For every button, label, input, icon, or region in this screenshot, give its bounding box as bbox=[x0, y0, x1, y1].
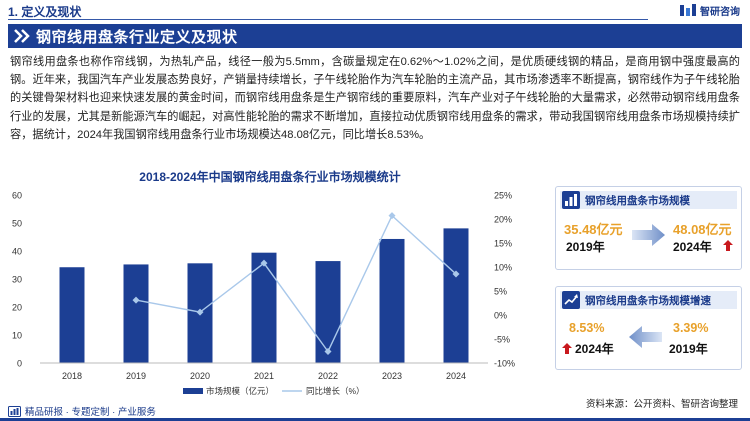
size-2019-value: 35.48亿元 bbox=[564, 222, 623, 237]
banner-title: 钢帘线用盘条行业定义及现状 bbox=[36, 28, 238, 46]
footer-tagline: 精品研报 · 专题定制 · 产业服务 bbox=[8, 404, 156, 418]
chart-legend: 市场规模（亿元） 同比增长（%） bbox=[183, 386, 365, 396]
right-tick-label: -10% bbox=[494, 359, 515, 369]
growth-line bbox=[135, 214, 457, 353]
growth-rate-card: 钢帘线用盘条市场规模增速 8.53% 2024年 3.39% 2019年 bbox=[555, 286, 742, 370]
bar-2022 bbox=[315, 261, 341, 363]
left-tick-label: 50 bbox=[12, 219, 22, 229]
card-title: 钢帘线用盘条市场规模增速 bbox=[585, 294, 711, 307]
x-tick-label: 2023 bbox=[382, 371, 402, 381]
up-arrow-icon bbox=[723, 240, 733, 251]
card-title: 钢帘线用盘条市场规模 bbox=[585, 194, 690, 207]
x-tick-label: 2018 bbox=[62, 371, 82, 381]
x-axis-labels: 2018 2019 2020 2021 2022 2023 2024 bbox=[62, 371, 466, 381]
market-size-chart: 0 10 20 30 40 50 60 -10% -5% 0% 5% 10% 15% 20% 25% 20… bbox=[12, 191, 515, 397]
left-tick-label: 10 bbox=[12, 331, 22, 341]
market-size-card: 钢帘线用盘条市场规模 35.48亿元 2019年 48.08亿元 2024年 bbox=[555, 186, 742, 270]
up-arrow-icon bbox=[562, 343, 572, 354]
growth-point-2021 bbox=[260, 259, 268, 267]
size-2024-value: 48.08亿元 bbox=[673, 222, 732, 237]
right-tick-label: 0% bbox=[494, 311, 507, 321]
footer-tagline-text: 精品研报 · 专题定制 · 产业服务 bbox=[25, 407, 156, 418]
bar-2019 bbox=[123, 264, 149, 363]
x-tick-label: 2024 bbox=[446, 371, 466, 381]
growth-2019-value: 3.39% bbox=[673, 321, 709, 335]
right-arrow-icon bbox=[632, 224, 665, 246]
right-tick-label: 25% bbox=[494, 191, 512, 201]
brand-logo-icon bbox=[680, 4, 696, 16]
bar-2023 bbox=[379, 238, 405, 363]
growth-2019-year: 2019年 bbox=[669, 342, 708, 356]
legend-bar-label: 市场规模（亿元） bbox=[206, 386, 274, 396]
left-tick-label: 30 bbox=[12, 275, 22, 285]
brand: 智研咨询 bbox=[680, 3, 740, 18]
right-tick-label: 20% bbox=[494, 215, 512, 225]
report-icon bbox=[8, 405, 21, 417]
x-tick-label: 2022 bbox=[318, 371, 338, 381]
growth-point-2022 bbox=[324, 347, 332, 355]
chart-title: 2018-2024年中国钢帘线用盘条行业市场规模统计 bbox=[139, 170, 401, 184]
left-arrow-icon bbox=[629, 326, 662, 348]
right-tick-label: 5% bbox=[494, 287, 507, 297]
data-source: 资料来源：公开资料、智研咨询整理 bbox=[585, 399, 738, 410]
size-2019-year: 2019年 bbox=[566, 240, 605, 254]
left-axis-ticks: 0 10 20 30 40 50 60 bbox=[12, 191, 22, 369]
left-tick-label: 60 bbox=[12, 191, 22, 201]
title-banner: 钢帘线用盘条行业定义及现状 bbox=[8, 24, 742, 48]
left-tick-label: 40 bbox=[12, 247, 22, 257]
section-divider bbox=[8, 19, 648, 20]
bar-2018 bbox=[59, 267, 85, 363]
growth-line-series bbox=[132, 212, 460, 355]
x-tick-label: 2021 bbox=[254, 371, 274, 381]
brand-name: 智研咨询 bbox=[700, 7, 740, 18]
size-2024-year: 2024年 bbox=[673, 240, 712, 254]
growth-point-2023 bbox=[388, 212, 396, 220]
double-chevron-icon bbox=[14, 29, 30, 43]
section-title: 1. 定义及现状 bbox=[8, 5, 82, 19]
intro-paragraph: 钢帘线用盘条也称作帘线钢，为热轧产品，线径一般为5.5mm，含碳量规定在0.62… bbox=[10, 56, 740, 141]
growth-2024-value: 8.53% bbox=[569, 321, 605, 335]
bar-2021 bbox=[251, 252, 277, 363]
card-header: 钢帘线用盘条市场规模 bbox=[560, 191, 737, 209]
bar-series bbox=[59, 228, 469, 363]
left-tick-label: 20 bbox=[12, 303, 22, 313]
growth-2024-year: 2024年 bbox=[575, 342, 614, 356]
growth-point-2020 bbox=[196, 308, 204, 316]
right-tick-label: -5% bbox=[494, 335, 510, 345]
x-tick-label: 2019 bbox=[126, 371, 146, 381]
footer-bar bbox=[0, 418, 750, 421]
x-tick-label: 2020 bbox=[190, 371, 210, 381]
section-header: 1. 定义及现状 智研咨询 bbox=[0, 0, 750, 22]
bar-chart-icon bbox=[562, 191, 580, 209]
right-tick-label: 10% bbox=[494, 263, 512, 273]
legend-bar-swatch bbox=[183, 388, 203, 394]
growth-point-2019 bbox=[132, 296, 140, 304]
growth-point-2024 bbox=[452, 270, 460, 278]
right-axis-ticks: -10% -5% 0% 5% 10% 15% 20% 25% bbox=[494, 191, 515, 369]
card-header: 钢帘线用盘条市场规模增速 bbox=[560, 291, 737, 309]
bar-2024 bbox=[443, 228, 469, 363]
trend-chart-icon bbox=[562, 291, 580, 309]
legend-line-label: 同比增长（%） bbox=[306, 386, 365, 396]
left-tick-label: 0 bbox=[17, 359, 22, 369]
right-tick-label: 15% bbox=[494, 239, 512, 249]
